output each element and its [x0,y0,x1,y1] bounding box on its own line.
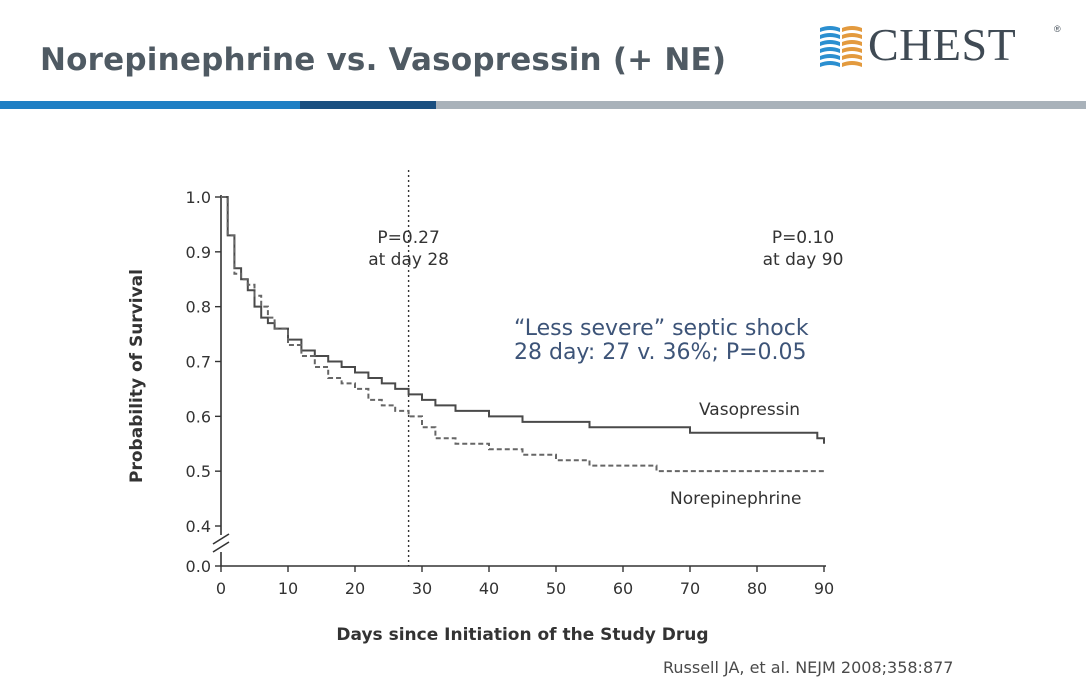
header-rule-gray [436,101,1086,109]
x-tick-label: 90 [814,579,834,598]
logo-stripe-orange [842,40,862,46]
chest-logo-icon [820,26,862,67]
annotation-p90: P=0.10 [772,228,834,248]
slide-title: Norepinephrine vs. Vasopressin (+ NE) [40,42,727,78]
x-tick-label: 10 [278,579,298,598]
vasopressin-curve [221,196,825,444]
annotation-ne-label: Norepinephrine [670,489,801,509]
x-tick-label: 0 [216,579,226,598]
logo-stripe-orange [842,33,862,39]
chest-logo: CHEST ® [818,18,1068,74]
logo-stripe-blue [820,33,840,39]
annotation-vaso-label: Vasopressin [699,400,800,420]
axis-break-mark [212,541,230,553]
y-axis-label: Probability of Survival [127,269,147,483]
logo-stripe-blue [820,40,840,46]
logo-stripe-orange [842,47,862,53]
y-tick-label: 0.8 [186,298,211,317]
logo-stripe-orange [842,61,862,67]
annotation-severe: “Less severe” septic shock [514,316,809,341]
x-tick-label: 50 [546,579,566,598]
x-tick-label: 70 [680,579,700,598]
logo-stripe-blue [820,47,840,53]
survival-chart: 1.0 0.9 0.8 0.7 0.6 0.5 0.4 0.0 0 10 20 30 40 50 60 70 8… [127,170,844,645]
annotation-p28: P=0.27 [377,228,439,248]
x-tick-label: 30 [412,579,432,598]
axis-break-mark [212,533,230,545]
x-axis-label: Days since Initiation of the Study Drug [336,625,708,645]
logo-stripe-orange [842,54,862,60]
header-rule-dark [300,101,436,109]
x-tick-label: 80 [747,579,767,598]
annotation-p90: at day 90 [763,250,844,270]
x-tick-label: 60 [613,579,633,598]
logo-stripe-orange [842,26,862,32]
x-tick-label: 40 [479,579,499,598]
norepinephrine-curve [221,196,824,473]
annotation-p28: at day 28 [368,250,449,270]
logo-stripe-blue [820,61,840,67]
y-tick-label: 0.6 [186,407,211,426]
registered-mark: ® [1054,24,1061,34]
header-rule-blue [0,101,300,109]
y-tick-label: 1.0 [186,188,211,207]
x-tick-label: 20 [345,579,365,598]
citation: Russell JA, et al. NEJM 2008;358:877 [663,658,954,677]
y-tick-label: 0.9 [186,243,211,262]
annotation-severe: 28 day: 27 v. 36%; P=0.05 [514,340,807,365]
y-tick-label: 0.0 [186,557,211,576]
logo-stripe-blue [820,26,840,32]
logo-stripe-blue [820,54,840,60]
y-tick-label: 0.4 [186,517,211,536]
y-tick-label: 0.5 [186,462,211,481]
chest-logo-text: CHEST [868,19,1017,70]
y-tick-label: 0.7 [186,353,211,372]
